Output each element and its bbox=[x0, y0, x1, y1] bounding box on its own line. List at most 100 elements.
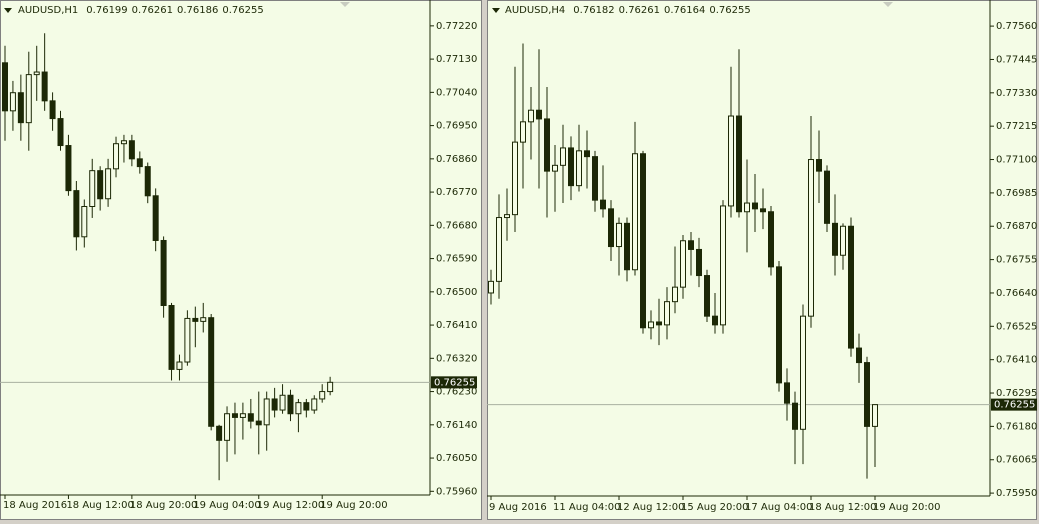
bear-candle-body bbox=[144, 166, 151, 197]
bull-candle-body bbox=[672, 286, 678, 303]
y-tick-label: 0.76050 bbox=[436, 453, 477, 464]
bear-candle-body bbox=[73, 190, 80, 238]
bull-candle-body bbox=[319, 391, 326, 400]
header-value: 0.76182 bbox=[573, 5, 614, 16]
bull-candle-body bbox=[311, 398, 318, 411]
bull-candle-body bbox=[576, 150, 582, 187]
bear-candle-body bbox=[640, 153, 646, 329]
y-tick-label: 0.77100 bbox=[996, 155, 1037, 166]
bear-candle-body bbox=[848, 225, 854, 349]
y-tick-label: 0.77040 bbox=[436, 87, 477, 98]
bull-candle-body bbox=[872, 404, 878, 427]
bull-candle-body bbox=[560, 147, 566, 166]
bull-candle-body bbox=[648, 321, 654, 329]
bear-candle-body bbox=[152, 195, 159, 241]
x-tick-label: 19 Aug 12:00 bbox=[257, 500, 324, 511]
bear-candle-body bbox=[160, 239, 167, 306]
bear-candle-body bbox=[65, 145, 72, 192]
bear-candle-body bbox=[57, 118, 64, 147]
y-tick-label: 0.75960 bbox=[436, 486, 477, 497]
bull-candle-body bbox=[25, 74, 32, 124]
bull-candle-body bbox=[504, 214, 510, 219]
bull-candle-body bbox=[239, 413, 246, 418]
bear-candle-body bbox=[768, 211, 774, 268]
bear-candle-body bbox=[97, 170, 104, 200]
bull-candle-body bbox=[33, 71, 40, 76]
bear-candle-body bbox=[568, 147, 574, 187]
bear-candle-body bbox=[864, 362, 870, 427]
bull-candle-body bbox=[488, 280, 494, 294]
bear-candle-body bbox=[231, 413, 238, 418]
x-tick-label: 19 Aug 20:00 bbox=[873, 502, 940, 513]
menu-arrow[interactable] bbox=[492, 8, 500, 13]
bear-candle-body bbox=[49, 100, 56, 120]
symbol: AUDUSD,H1 bbox=[18, 5, 78, 16]
chart-panel: 0.77560 0.77445 0.77330 0.77215 0.77100 0.769… bbox=[487, 0, 1037, 520]
bear-candle-body bbox=[712, 315, 718, 326]
header-value: 0.76164 bbox=[664, 5, 705, 16]
bear-candle-body bbox=[760, 208, 766, 213]
bull-candle-body bbox=[632, 153, 638, 271]
chart-panel: 0.77220 0.77130 0.77040 0.76950 0.76860 0.767… bbox=[0, 0, 482, 520]
bear-candle-body bbox=[536, 109, 542, 120]
y-tick-label: 0.76230 bbox=[436, 387, 477, 398]
symbol: AUDUSD,H4 bbox=[505, 5, 565, 16]
bear-candle-body bbox=[168, 304, 175, 370]
y-tick-label: 0.76590 bbox=[436, 254, 477, 265]
bear-candle-body bbox=[2, 62, 8, 112]
bear-candle-body bbox=[216, 425, 223, 441]
bull-candle-body bbox=[105, 168, 112, 200]
y-tick-label: 0.76065 bbox=[996, 455, 1037, 466]
y-tick-label: 0.76320 bbox=[436, 353, 477, 364]
menu-arrow[interactable] bbox=[4, 8, 12, 13]
current-price-label: 0.76255 bbox=[994, 400, 1035, 411]
bull-candle-body bbox=[120, 140, 127, 145]
bull-candle-body bbox=[728, 115, 734, 207]
y-tick-label: 0.76985 bbox=[996, 188, 1037, 199]
chart-header: AUDUSD,H4 0.76182 0.76261 0.76164 0.76255 bbox=[505, 5, 751, 16]
bull-candle-body bbox=[520, 121, 526, 143]
bull-candle-body bbox=[9, 92, 16, 112]
x-tick-label: 19 Aug 04:00 bbox=[193, 500, 260, 511]
bear-candle-body bbox=[816, 159, 822, 172]
y-tick-label: 0.76950 bbox=[436, 121, 477, 132]
bear-candle-body bbox=[856, 347, 862, 364]
bear-candle-body bbox=[247, 413, 254, 422]
bull-candle-body bbox=[327, 381, 334, 393]
shift-marker bbox=[883, 2, 893, 7]
y-tick-label: 0.76525 bbox=[996, 321, 1037, 332]
bull-candle-body bbox=[184, 317, 191, 363]
x-tick-label: 18 Aug 12:00 bbox=[809, 502, 876, 513]
bear-candle-body bbox=[688, 240, 694, 250]
bull-candle-body bbox=[200, 317, 207, 322]
y-tick-label: 0.76680 bbox=[436, 220, 477, 231]
bear-candle-body bbox=[704, 275, 710, 317]
bear-candle-body bbox=[41, 71, 48, 102]
bull-candle-body bbox=[840, 225, 846, 256]
x-tick-label: 18 Aug 2016 bbox=[3, 500, 67, 511]
y-tick-label: 0.77330 bbox=[996, 88, 1037, 99]
bear-candle-body bbox=[303, 402, 310, 411]
x-tick-label: 18 Aug 20:00 bbox=[130, 500, 197, 511]
y-tick-label: 0.76860 bbox=[436, 154, 477, 165]
x-tick-label: 15 Aug 20:00 bbox=[681, 502, 748, 513]
bear-candle-body bbox=[832, 222, 838, 256]
bull-candle-body bbox=[800, 315, 806, 430]
bull-candle-body bbox=[720, 205, 726, 326]
bull-candle-body bbox=[224, 413, 231, 441]
y-tick-label: 0.76410 bbox=[996, 355, 1037, 366]
header-value: 0.76261 bbox=[132, 5, 173, 16]
y-tick-label: 0.76755 bbox=[996, 255, 1037, 266]
header-value: 0.76255 bbox=[222, 5, 263, 16]
bear-candle-body bbox=[17, 92, 24, 124]
bull-candle-body bbox=[528, 109, 534, 123]
bear-candle-body bbox=[624, 222, 630, 271]
current-price-box bbox=[431, 376, 477, 389]
bear-candle-body bbox=[608, 208, 614, 248]
x-tick-label: 12 Aug 12:00 bbox=[617, 502, 684, 513]
x-tick-label: 17 Aug 04:00 bbox=[745, 502, 812, 513]
panel-border bbox=[0, 0, 482, 520]
bear-candle-body bbox=[136, 158, 143, 168]
current-price-label: 0.76255 bbox=[434, 377, 475, 388]
